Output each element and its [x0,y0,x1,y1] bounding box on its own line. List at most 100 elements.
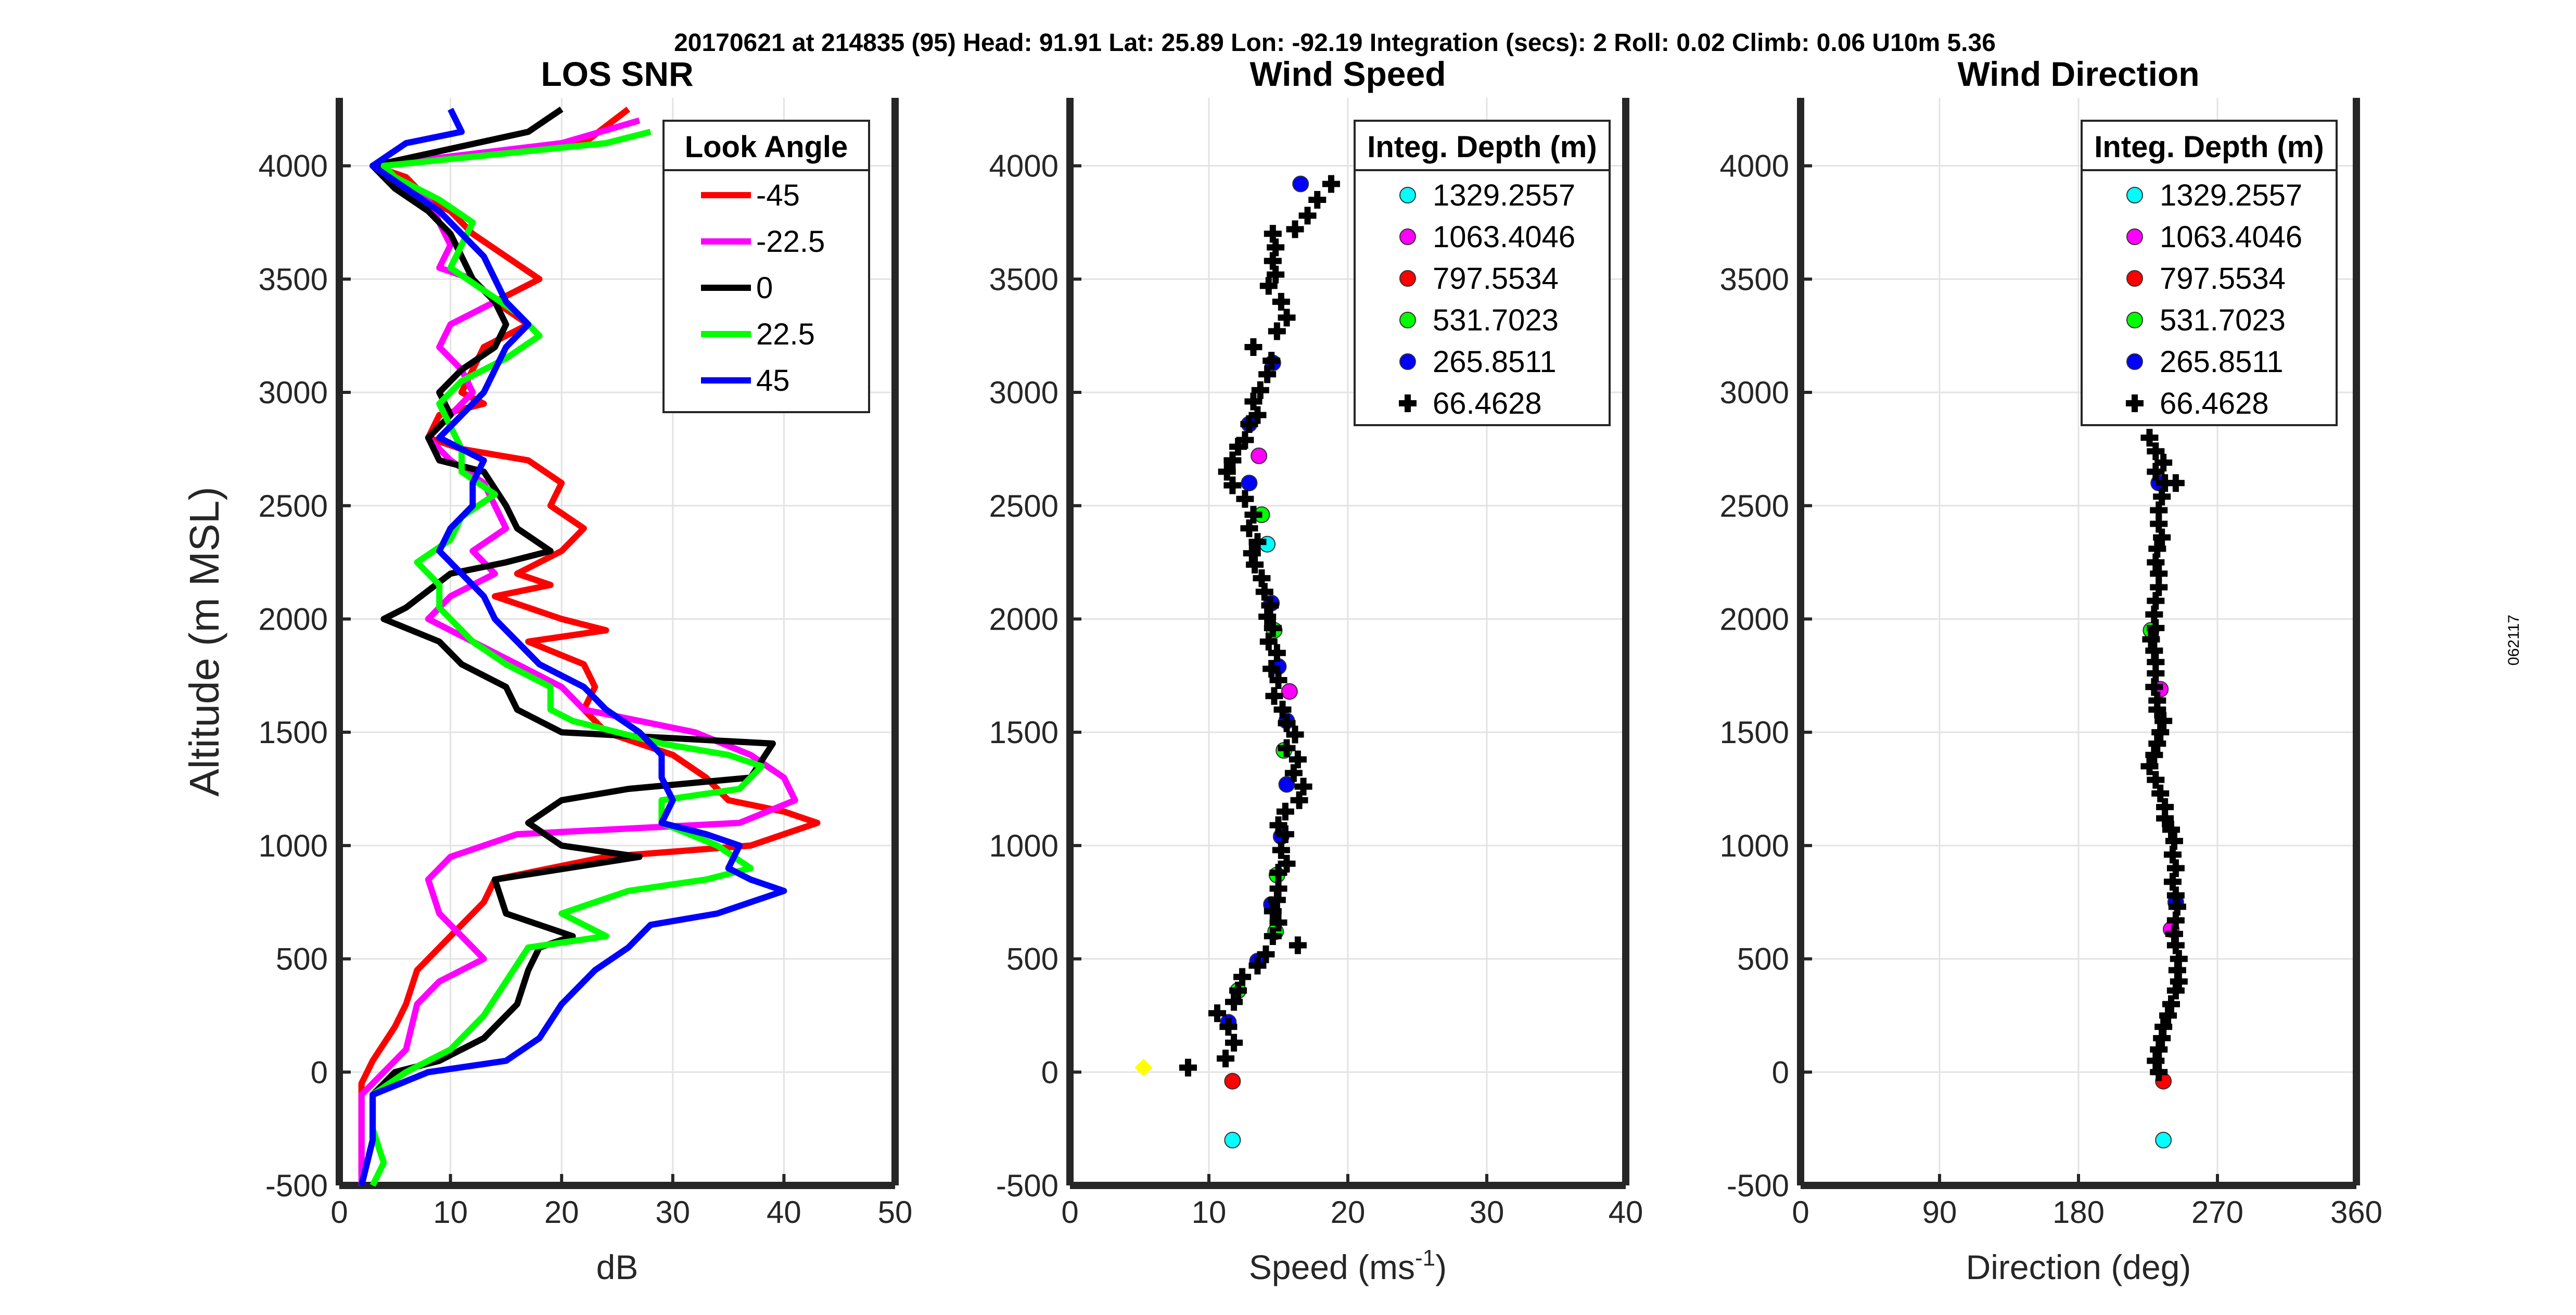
series-line [369,129,765,1187]
legend-label: 45 [756,364,790,398]
legend: Look Angle -45 -22.5 0 22.5 45 [662,120,870,413]
legend-label: 265.8511 [1433,345,1557,379]
y-tick-label: 3000 [989,375,1059,410]
data-point [1248,956,1267,975]
legend-label: 797.5534 [1433,262,1559,296]
data-point [1281,683,1298,700]
data-point [1179,1058,1197,1077]
data-point [1322,175,1340,193]
data-point [2140,429,2159,447]
data-point [1276,825,1294,844]
x-tick-label: 30 [655,1195,690,1230]
data-point [2145,746,2163,764]
x-tick-label: 50 [878,1195,913,1230]
data-point [1255,583,1273,601]
data-point [1289,936,1307,954]
data-point [1269,816,1287,834]
data-point [1225,1033,1243,1052]
y-tick-label: 3500 [1720,262,1789,297]
legend: Integ. Depth (m) 1329.2557 1063.4046 797.55… [2081,120,2338,426]
panel-wind-direction: 0 90 180 270 360-500050010001500200025003000… [1720,55,2383,1286]
legend-title: Integ. Depth (m) [1367,130,1597,164]
legend-label: 531.7023 [1433,303,1559,337]
data-point [1290,791,1308,809]
x-tick-label: 0 [330,1195,348,1230]
y-tick-label: 1500 [989,715,1059,750]
x-axis-label: Direction (deg) [1966,1248,2191,1286]
data-point [1263,352,1281,370]
data-point [1224,1073,1241,1090]
legend-label: -22.5 [756,225,825,259]
legend-label: 66.4628 [2160,387,2269,420]
legend-swatch [1399,394,1417,412]
data-point [1229,438,1247,456]
y-tick-label: 0 [1772,1055,1789,1090]
data-point [1240,519,1258,538]
data-point [1244,392,1263,411]
x-axis-label-sup: -1 [1415,1245,1435,1271]
y-tick-label: 2000 [989,602,1059,636]
y-tick-label: 1500 [1720,715,1789,750]
y-tick-label: 1000 [259,828,328,863]
y-tick-label: 1500 [259,715,328,750]
legend-swatch [2126,312,2143,328]
chart-title: LOS SNR [541,55,693,93]
data-point [1257,945,1275,963]
x-tick-label: 20 [1331,1195,1366,1230]
legend-label: 1329.2557 [1433,178,1575,212]
data-point [1224,1131,1241,1148]
y-tick-label: 4000 [989,149,1059,184]
legend-box [2081,120,2338,426]
data-point [1269,913,1287,931]
data-point [1292,175,1309,193]
data-point [1219,1018,1238,1036]
legend-swatch [2126,187,2143,203]
legend-label: 1063.4046 [2160,220,2302,254]
x-tick-label: 90 [1922,1195,1957,1230]
data-point [1286,220,1304,238]
y-tick-label: -500 [265,1168,328,1203]
data-point [2153,528,2171,546]
x-tick-label: 10 [433,1195,468,1230]
data-point [1294,777,1312,796]
data-point [1268,644,1286,662]
data-point [1217,1050,1235,1068]
y-tick-label: 3500 [989,262,1059,297]
data-point [1267,265,1285,284]
data-point [1229,981,1247,1000]
legend-label: 66.4628 [1433,387,1542,420]
figure-header-title: 20170621 at 214835 (95) Head: 91.91 Lat:… [674,29,1996,57]
y-tick-label: 500 [1006,942,1059,977]
data-point [1272,292,1290,311]
data-point [1268,891,1286,909]
x-axis-label-tail: ) [1435,1248,1447,1286]
x-tick-label: 30 [1470,1195,1504,1230]
data-point [1289,750,1307,769]
data-point [1244,338,1263,356]
y-tick-label: 0 [1041,1055,1059,1090]
y-tick-label: -500 [996,1168,1059,1203]
data-point [2156,809,2174,827]
data-point [1269,671,1287,690]
panel-wind-speed: 0 10 20 30 40-500050010001500200025003000350… [989,55,1643,1286]
legend-label: 1329.2557 [2160,178,2302,212]
x-tick-label: 40 [767,1195,801,1230]
data-point [1276,802,1294,821]
y-tick-label: 0 [311,1055,328,1090]
legend-title: Look Angle [685,130,848,164]
data-point [1248,406,1267,424]
legend-swatch [2126,228,2143,245]
data-point [1223,451,1242,469]
x-tick-label: 0 [1792,1195,1809,1230]
legend: Integ. Depth (m) 1329.2557 1063.4046 797.55… [1354,120,1611,426]
x-tick-label: 20 [544,1195,579,1230]
x-axis-label-main: dB [596,1248,639,1286]
data-point [2151,784,2170,802]
legend-label: 1063.4046 [1433,220,1575,254]
y-axis-label: Altitude (m MSL) [181,487,227,797]
data-point [1284,764,1303,782]
legend-label: 531.7023 [2160,303,2286,337]
data-point [2166,981,2185,1000]
